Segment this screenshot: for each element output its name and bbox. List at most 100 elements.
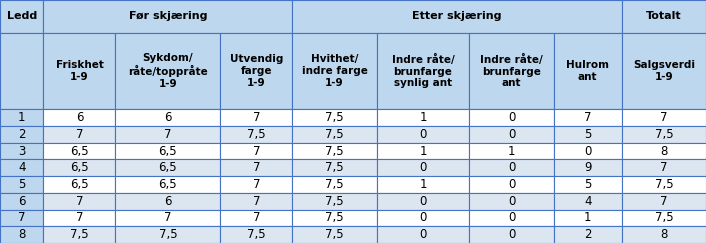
Text: 0: 0	[508, 178, 515, 191]
Bar	[0, 143, 43, 159]
Text: 3: 3	[18, 145, 25, 158]
Text: 7,5: 7,5	[159, 228, 177, 241]
Bar	[292, 209, 377, 226]
Text: Totalt: Totalt	[646, 11, 681, 21]
Text: 1: 1	[18, 111, 25, 124]
Bar	[116, 226, 220, 243]
Bar	[116, 109, 220, 126]
Text: 7,5: 7,5	[325, 178, 344, 191]
Bar	[220, 109, 292, 126]
Text: 5: 5	[18, 178, 25, 191]
Bar	[220, 126, 292, 143]
Text: 7,5: 7,5	[325, 228, 344, 241]
Bar	[554, 33, 622, 109]
Bar	[377, 143, 469, 159]
Bar	[116, 143, 220, 159]
Bar	[292, 159, 377, 176]
Text: 5: 5	[584, 128, 592, 141]
Bar	[116, 193, 220, 209]
Bar	[377, 226, 469, 243]
Text: 7: 7	[660, 111, 668, 124]
Text: 6: 6	[76, 111, 83, 124]
Text: 7,5: 7,5	[325, 128, 344, 141]
Bar	[469, 143, 554, 159]
Text: 2: 2	[584, 228, 592, 241]
Bar	[116, 176, 220, 193]
Bar	[377, 193, 469, 209]
Text: 7: 7	[18, 211, 25, 225]
Bar	[622, 126, 706, 143]
Bar	[43, 109, 116, 126]
Text: 1: 1	[419, 145, 426, 158]
Bar	[0, 226, 43, 243]
Bar	[622, 209, 706, 226]
Bar	[292, 193, 377, 209]
Bar	[469, 159, 554, 176]
Bar	[43, 0, 292, 33]
Text: 7: 7	[660, 161, 668, 174]
Bar	[622, 159, 706, 176]
Text: 0: 0	[508, 195, 515, 208]
Text: 7: 7	[76, 211, 83, 225]
Text: Salgsverdi
1-9: Salgsverdi 1-9	[633, 60, 695, 82]
Bar	[0, 209, 43, 226]
Text: Etter skjæring: Etter skjæring	[412, 11, 502, 21]
Bar	[622, 226, 706, 243]
Text: 0: 0	[584, 145, 592, 158]
Text: 7: 7	[76, 128, 83, 141]
Bar	[554, 159, 622, 176]
Text: Hulrom
ant: Hulrom ant	[566, 60, 609, 82]
Text: 7: 7	[253, 211, 260, 225]
Text: 2: 2	[18, 128, 25, 141]
Bar	[622, 33, 706, 109]
Bar	[554, 226, 622, 243]
Text: Før skjæring: Før skjæring	[128, 11, 207, 21]
Text: 7: 7	[660, 195, 668, 208]
Text: 9: 9	[584, 161, 592, 174]
Text: 0: 0	[419, 161, 426, 174]
Text: 1: 1	[584, 211, 592, 225]
Text: 8: 8	[18, 228, 25, 241]
Text: 7: 7	[253, 111, 260, 124]
Text: 6,5: 6,5	[70, 145, 89, 158]
Text: 7: 7	[253, 161, 260, 174]
Text: 7,5: 7,5	[325, 111, 344, 124]
Bar	[622, 193, 706, 209]
Bar	[0, 126, 43, 143]
Text: 7: 7	[164, 211, 172, 225]
Bar	[622, 176, 706, 193]
Bar	[469, 193, 554, 209]
Text: 0: 0	[419, 195, 426, 208]
Bar	[0, 109, 43, 126]
Bar	[0, 193, 43, 209]
Bar	[0, 176, 43, 193]
Bar	[292, 33, 377, 109]
Bar	[622, 143, 706, 159]
Text: 8: 8	[660, 228, 667, 241]
Text: 6,5: 6,5	[159, 178, 177, 191]
Text: 5: 5	[584, 178, 592, 191]
Text: 7: 7	[76, 195, 83, 208]
Text: 4: 4	[584, 195, 592, 208]
Bar	[469, 226, 554, 243]
Bar	[554, 109, 622, 126]
Bar	[554, 176, 622, 193]
Text: 1: 1	[508, 145, 515, 158]
Bar	[554, 209, 622, 226]
Text: 6: 6	[164, 111, 172, 124]
Text: 7,5: 7,5	[654, 178, 673, 191]
Text: 7,5: 7,5	[325, 211, 344, 225]
Bar	[377, 176, 469, 193]
Text: 7: 7	[164, 128, 172, 141]
Text: Indre råte/
brunfarge
ant: Indre råte/ brunfarge ant	[480, 54, 543, 88]
Bar	[622, 109, 706, 126]
Text: 7: 7	[584, 111, 592, 124]
Text: 7,5: 7,5	[247, 228, 265, 241]
Bar	[377, 126, 469, 143]
Text: 8: 8	[660, 145, 667, 158]
Bar	[554, 193, 622, 209]
Bar	[292, 226, 377, 243]
Text: 6,5: 6,5	[70, 178, 89, 191]
Text: Utvendig
farge
1-9: Utvendig farge 1-9	[229, 54, 283, 88]
Bar	[220, 176, 292, 193]
